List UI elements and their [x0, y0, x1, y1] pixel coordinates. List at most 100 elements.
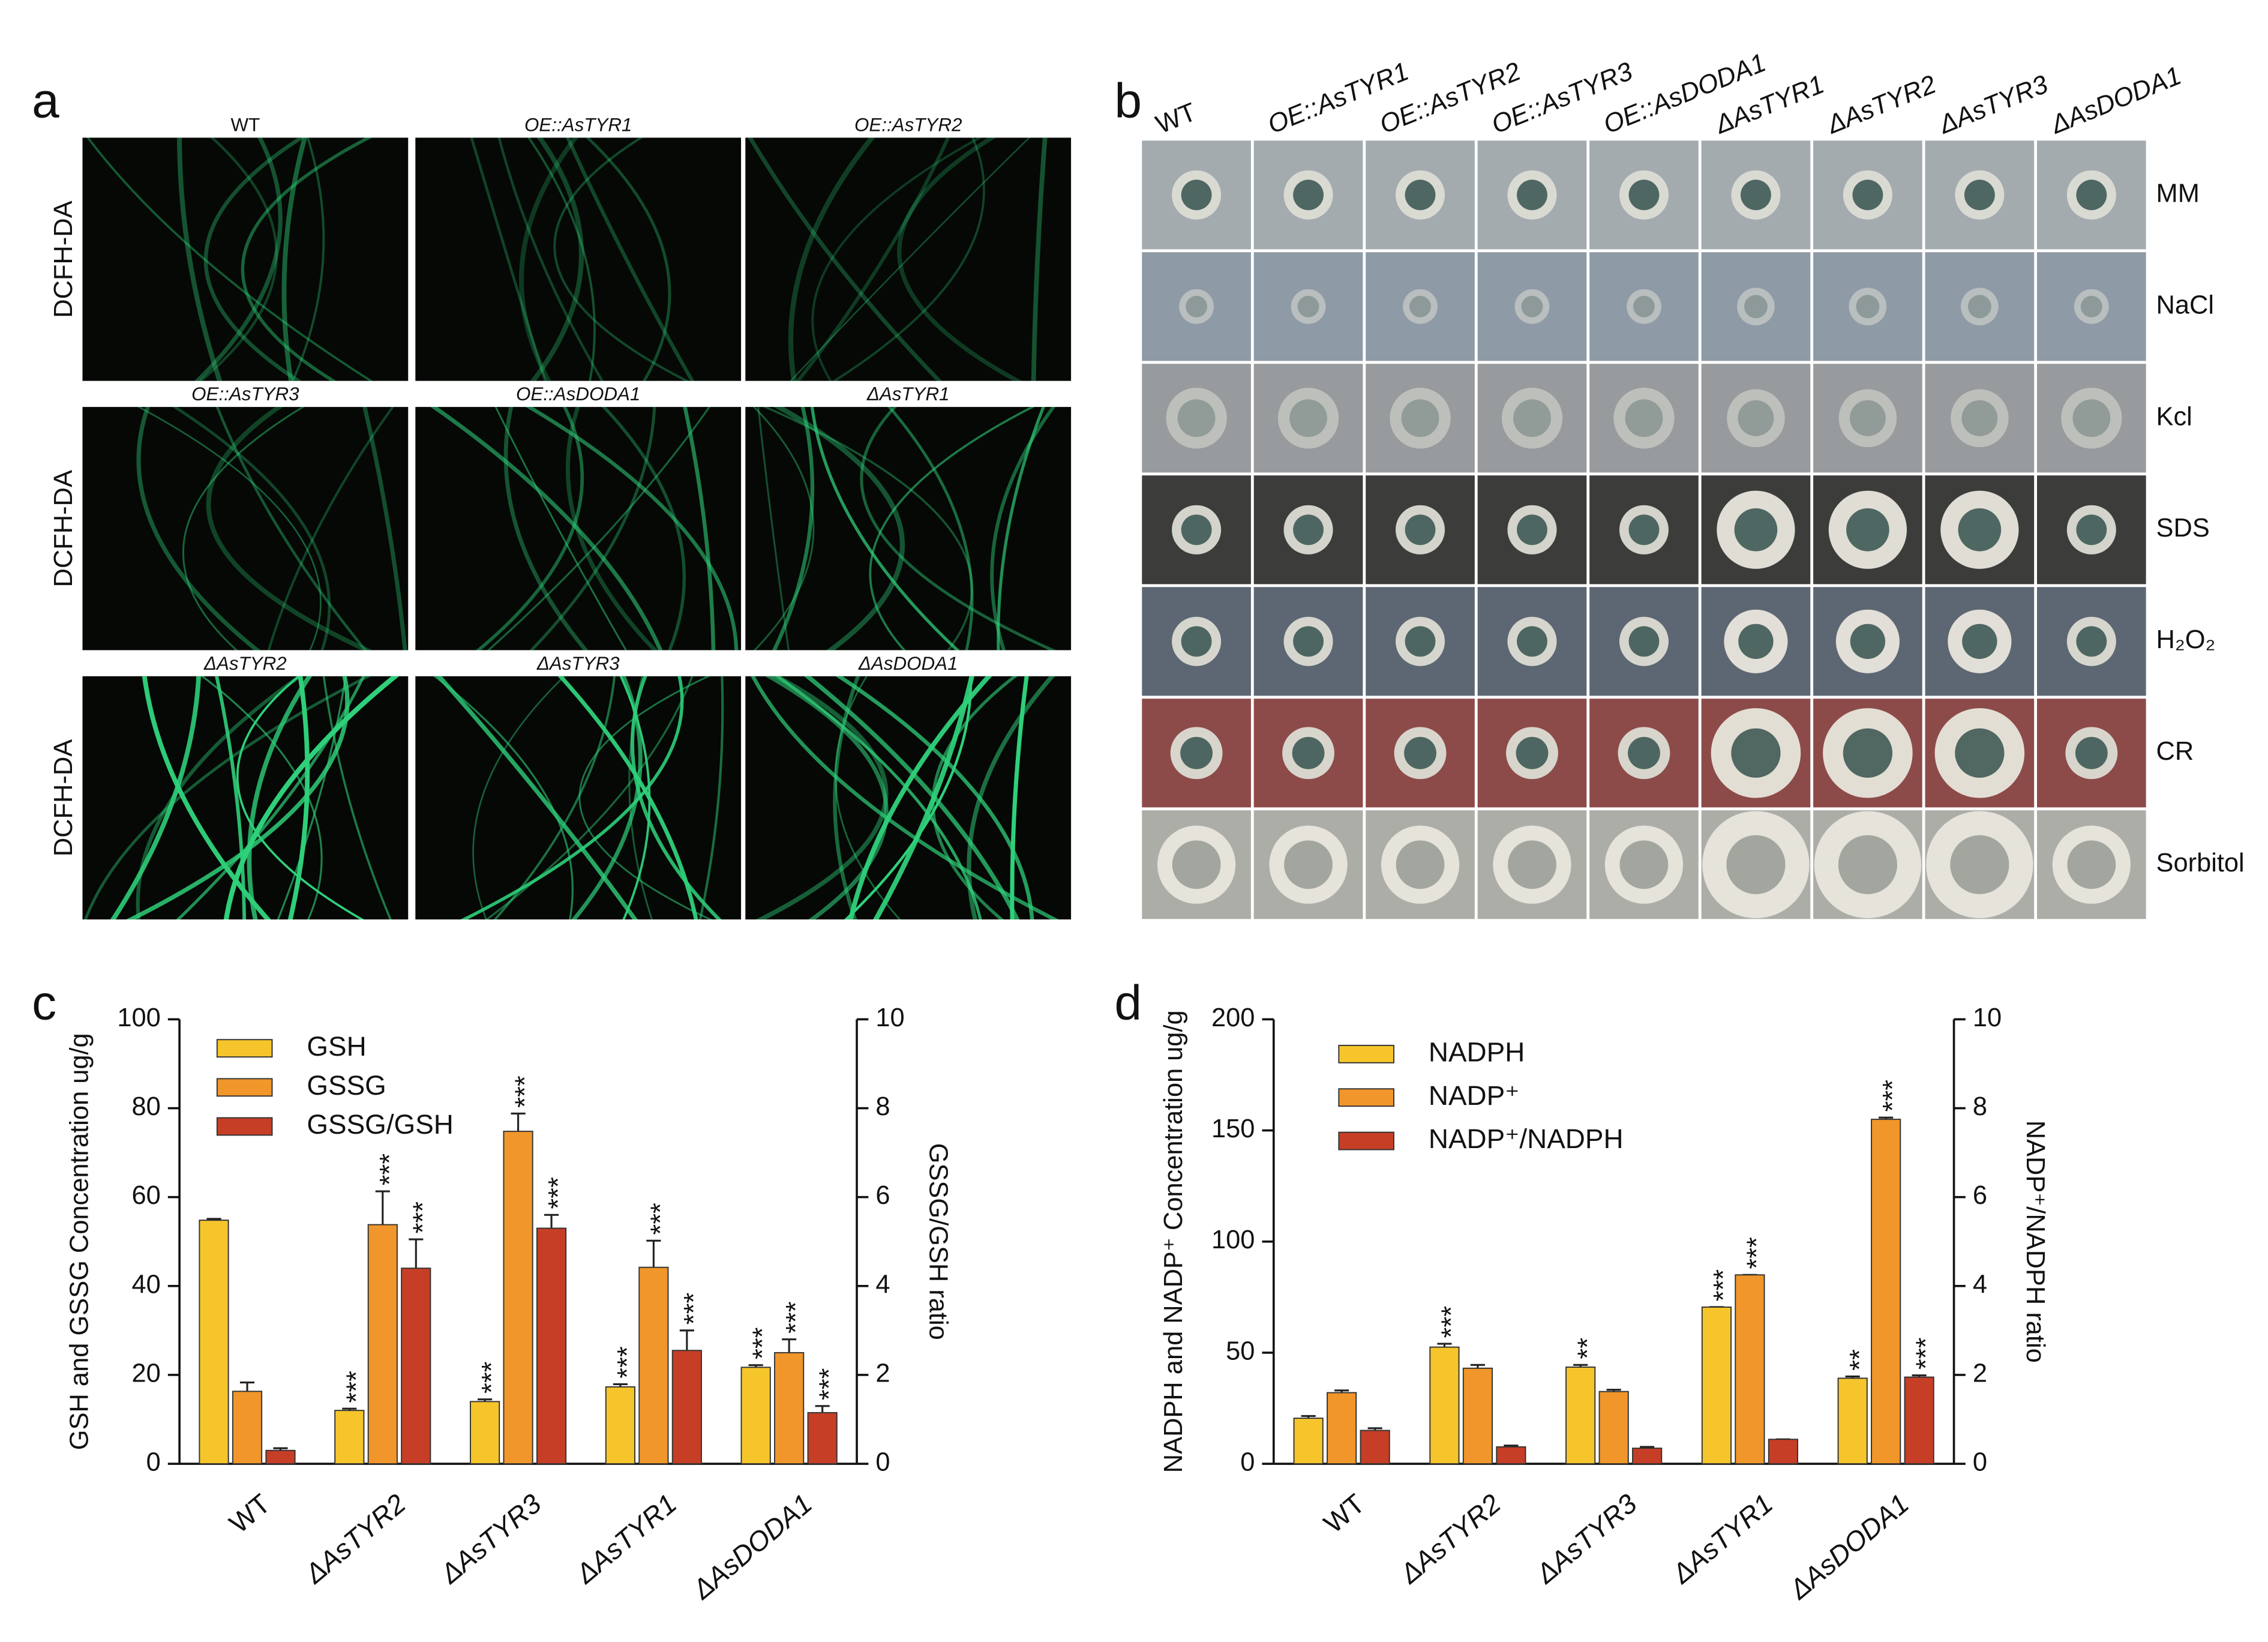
- legend-label: NADPH: [1429, 1036, 1525, 1067]
- hypha: [142, 676, 271, 920]
- hypha: [869, 407, 1035, 651]
- colony: [1960, 287, 1999, 326]
- y-axis-label: GSH and GSSG Concentration ug/g: [65, 1033, 94, 1450]
- colony-center: [1181, 626, 1212, 657]
- y2-tick-label: 6: [875, 1181, 890, 1210]
- hypha: [136, 407, 261, 651]
- colony-center: [1409, 295, 1431, 317]
- hypha: [433, 676, 574, 920]
- colony-center: [1293, 514, 1324, 546]
- hypha: [241, 137, 373, 381]
- colony: [1849, 287, 1887, 326]
- hypha: [86, 137, 373, 381]
- y-tick-label: 0: [1240, 1448, 1255, 1477]
- colony-center: [1289, 399, 1327, 438]
- image-title: OE::AsTYR3: [191, 383, 299, 404]
- x-tick-label: ΔAsTYR1: [1666, 1488, 1779, 1590]
- row-label: DCFH-DA: [49, 200, 78, 317]
- significance: ***: [1741, 1237, 1772, 1269]
- colony-center: [1738, 400, 1774, 436]
- y2-tick-label: 2: [875, 1359, 890, 1388]
- hypha: [172, 407, 331, 651]
- hypha: [198, 137, 278, 381]
- colony-center: [1508, 840, 1556, 889]
- colony-center: [1177, 399, 1216, 438]
- y2-tick-label: 10: [1973, 1003, 2002, 1032]
- hypha: [803, 676, 1020, 920]
- image-title: ΔAsDODA1: [858, 653, 958, 674]
- colony-center: [1186, 295, 1208, 317]
- colony-center: [1628, 179, 1660, 211]
- colony-center: [1731, 728, 1781, 778]
- hypha: [530, 137, 584, 381]
- colony: [1390, 388, 1451, 449]
- row-label: DCFH-DA: [49, 739, 78, 856]
- hypha: [762, 407, 973, 651]
- hypha: [176, 676, 365, 920]
- colony-center: [1517, 179, 1547, 211]
- hyphae: [751, 676, 1059, 920]
- colony-center: [1628, 626, 1660, 657]
- hypha: [772, 407, 815, 651]
- bar: [1360, 1430, 1390, 1465]
- hypha: [848, 676, 992, 920]
- colony: [1403, 289, 1438, 324]
- legend-label: NADP⁺/NADPH: [1429, 1123, 1624, 1154]
- hypha: [206, 407, 373, 651]
- bar: [1327, 1392, 1357, 1465]
- colony-center: [1284, 840, 1333, 889]
- hypha: [698, 676, 724, 920]
- bar: [1768, 1439, 1798, 1465]
- legend-label: GSSG/GSH: [307, 1109, 453, 1140]
- y-tick-label: 80: [131, 1092, 160, 1121]
- significance: ***: [1877, 1080, 1908, 1112]
- bar: [638, 1266, 669, 1465]
- bar: [1598, 1391, 1629, 1465]
- hypha: [136, 676, 304, 920]
- colony-center: [1180, 736, 1213, 769]
- bar: [605, 1386, 635, 1465]
- image-title: WT: [231, 114, 260, 135]
- hyphae: [136, 407, 407, 651]
- hyphae: [470, 137, 695, 381]
- colony-center: [1517, 626, 1547, 657]
- hypha: [752, 407, 815, 651]
- hyphae: [84, 676, 400, 920]
- y2-tick-label: 6: [1973, 1181, 1987, 1210]
- bar: [1735, 1274, 1765, 1465]
- colony-center: [2075, 736, 2108, 769]
- bar: [1496, 1446, 1526, 1465]
- significance: ***: [341, 1371, 371, 1403]
- colony-center: [2072, 399, 2111, 438]
- micrograph: [415, 137, 742, 381]
- significance: ***: [509, 1075, 540, 1108]
- legend-swatch: [216, 1039, 273, 1058]
- bar: [1632, 1448, 1663, 1465]
- significance: ***: [747, 1327, 778, 1359]
- colony-center: [1726, 835, 1786, 894]
- hypha: [860, 407, 1057, 651]
- colony-center: [1856, 295, 1880, 319]
- micrograph: [745, 137, 1072, 381]
- bar: [1871, 1119, 1901, 1465]
- hypha: [281, 137, 308, 381]
- y-tick-label: 40: [131, 1270, 160, 1299]
- y-tick-label: 200: [1211, 1003, 1255, 1032]
- bar: [199, 1219, 229, 1465]
- bar: [367, 1224, 398, 1465]
- colony: [2074, 289, 2109, 324]
- hypha: [110, 676, 201, 920]
- colony: [1627, 289, 1661, 324]
- hypha: [236, 676, 365, 920]
- micrograph: [745, 407, 1072, 651]
- hypha: [810, 407, 960, 651]
- hypha: [601, 407, 686, 651]
- significance: ***: [476, 1361, 507, 1394]
- colony-center: [1293, 179, 1324, 211]
- hypha: [832, 137, 985, 381]
- bar: [1701, 1307, 1732, 1465]
- colony-center: [1961, 400, 1998, 436]
- significance: ***: [814, 1368, 844, 1400]
- hypha: [84, 676, 371, 920]
